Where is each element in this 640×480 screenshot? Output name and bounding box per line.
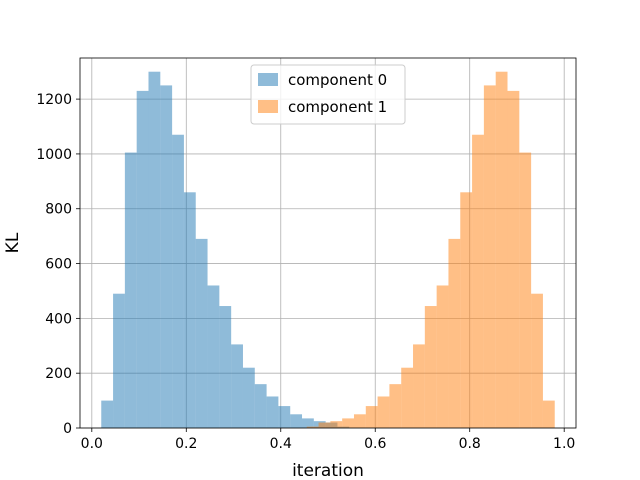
legend-label-component-1: component 1 — [288, 98, 387, 116]
x-tick-label: 1.0 — [553, 436, 575, 452]
bar-component-1 — [542, 400, 555, 428]
x-tick-label: 0.8 — [459, 436, 481, 452]
x-tick-label: 0.6 — [364, 436, 386, 452]
bar-component-1 — [460, 192, 473, 428]
bar-component-1 — [495, 71, 508, 428]
x-tick-label: 0.4 — [270, 436, 292, 452]
y-tick-label: 200 — [45, 366, 72, 382]
legend-label-component-0: component 0 — [288, 71, 387, 89]
bar-component-1 — [519, 152, 532, 429]
x-axis-label: iteration — [292, 461, 364, 480]
bar-component-1 — [448, 238, 461, 428]
histogram-bars — [101, 71, 555, 429]
bar-component-1 — [413, 344, 425, 428]
bar-component-1 — [436, 285, 449, 428]
legend-swatch-component-1 — [258, 100, 278, 113]
bar-component-1 — [377, 396, 390, 428]
bar-component-0 — [219, 306, 232, 428]
plot-frame — [79, 57, 577, 429]
bar-component-1 — [365, 406, 378, 428]
bar-component-0 — [266, 396, 279, 428]
bar-component-0 — [172, 134, 184, 429]
bar-component-1 — [342, 418, 354, 428]
bar-component-1 — [318, 422, 331, 428]
bar-component-0 — [254, 384, 267, 428]
bar-component-1 — [401, 367, 414, 428]
bar-component-0 — [302, 418, 314, 428]
bar-component-1 — [507, 90, 520, 428]
bar-component-1 — [531, 293, 543, 428]
legend-box — [250, 64, 406, 125]
bar-component-0 — [231, 344, 243, 428]
y-tick-label: 800 — [45, 202, 72, 218]
bar-component-0 — [195, 238, 208, 428]
bar-component-1 — [353, 414, 366, 428]
bar-component-0 — [207, 285, 220, 428]
y-tick-label: 1000 — [36, 147, 72, 163]
y-tick-label: 400 — [45, 311, 72, 327]
x-tick-label: 0.2 — [175, 436, 197, 452]
bar-component-0 — [290, 414, 303, 428]
bar-component-1 — [306, 426, 319, 428]
bar-component-0 — [160, 85, 173, 428]
axis-ticks: 0.0 0.2 0.4 0.6 0.8 1.0 0 200 400 600 800 1000 1200 — [36, 92, 575, 452]
bar-component-1 — [472, 134, 484, 429]
bar-component-1 — [330, 421, 343, 428]
y-tick-label: 600 — [45, 257, 72, 273]
bar-component-1 — [389, 384, 402, 428]
bar-component-0 — [242, 367, 255, 428]
y-tick-label: 0 — [63, 421, 72, 437]
bar-component-0 — [278, 406, 291, 428]
bar-component-0 — [101, 400, 114, 428]
x-tick-label: 0.0 — [81, 436, 103, 452]
y-axis-label: KL — [3, 232, 23, 253]
bar-component-0 — [136, 90, 149, 428]
legend: component 0 component 1 — [250, 64, 406, 125]
bar-component-0 — [183, 192, 196, 428]
bar-component-1 — [483, 85, 496, 428]
bar-component-0 — [148, 71, 161, 428]
bar-component-1 — [424, 306, 437, 428]
legend-swatch-component-0 — [258, 73, 278, 86]
bar-component-0 — [124, 152, 137, 429]
bar-component-0 — [113, 293, 125, 428]
y-tick-label: 1200 — [36, 92, 72, 108]
